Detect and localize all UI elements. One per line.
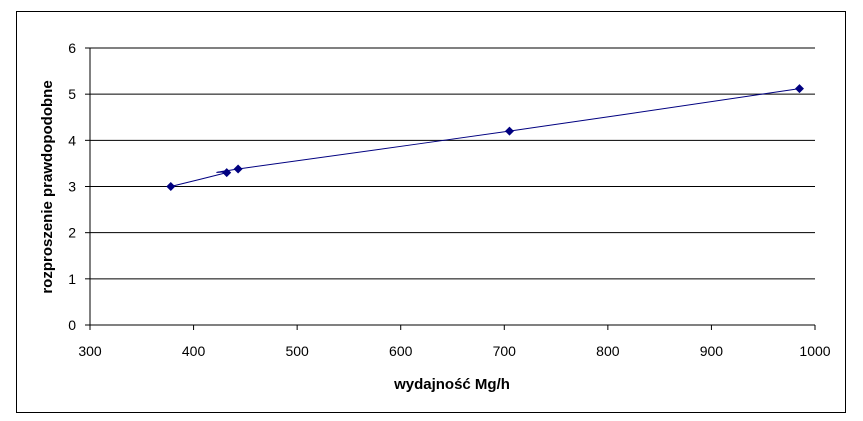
y-axis-title: rozproszenie prawdopodobne bbox=[39, 80, 56, 293]
x-tick-label: 400 bbox=[182, 343, 206, 359]
y-tick-label: 3 bbox=[68, 179, 76, 195]
x-tick-label: 900 bbox=[700, 343, 724, 359]
x-tick-labels: 300 400 500 600 700 800 900 1000 bbox=[78, 343, 830, 359]
y-tick-label: 6 bbox=[68, 40, 76, 56]
x-axis-title: wydajność Mg/h bbox=[393, 376, 510, 393]
gridlines bbox=[90, 47, 815, 280]
data-point bbox=[233, 164, 243, 174]
y-tick-labels: 0 1 2 3 4 5 6 bbox=[68, 40, 76, 333]
x-tick-label: 1000 bbox=[799, 343, 830, 359]
x-tick-label: 500 bbox=[285, 343, 309, 359]
series-line bbox=[170, 88, 800, 187]
x-tick-label: 300 bbox=[78, 343, 102, 359]
x-tick-label: 600 bbox=[389, 343, 413, 359]
axes bbox=[85, 47, 816, 330]
y-tick-label: 1 bbox=[68, 271, 76, 287]
data-point bbox=[794, 84, 804, 94]
x-tick-label: 700 bbox=[493, 343, 517, 359]
y-tick-label: 0 bbox=[68, 317, 76, 333]
data-point bbox=[222, 168, 232, 178]
chart-frame bbox=[16, 11, 846, 413]
data-series bbox=[166, 84, 804, 191]
y-tick-label: 4 bbox=[68, 132, 76, 148]
data-point bbox=[166, 182, 176, 191]
y-tick-label: 5 bbox=[68, 86, 76, 102]
y-tick-label: 2 bbox=[68, 225, 76, 241]
data-point bbox=[504, 126, 514, 136]
x-tick-label: 800 bbox=[596, 343, 620, 359]
